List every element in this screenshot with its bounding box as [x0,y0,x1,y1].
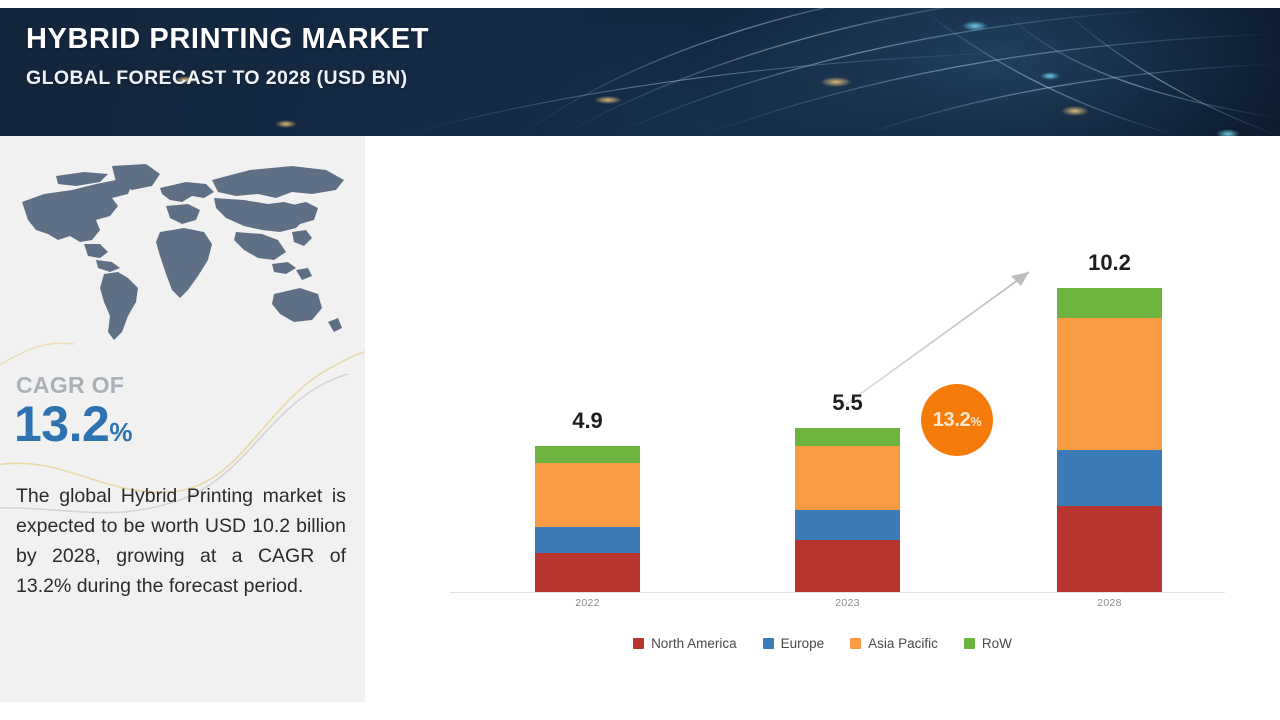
bar-total-label-2028: 10.2 [1088,250,1131,276]
chart-axis-line [450,592,1225,593]
bar-segment-asia-pacific [1057,317,1162,450]
stacked-bar-chart: 13.2% 4.9 2022 5.5 2023 10.2 2028 North Ameri… [365,136,1280,702]
bar-segment-row [795,428,900,447]
cagr-bubble-value: 13.2 [932,408,971,431]
bar-segment-north-america [535,552,640,592]
legend-label: North America [651,636,737,651]
legend-item-europe[interactable]: Europe [762,636,825,651]
legend-item-row[interactable]: RoW [963,636,1012,651]
cagr-value-row: 13.2% [14,399,354,449]
bar-segment-europe [535,526,640,553]
legend-label: Europe [780,636,825,651]
legend-label: Asia Pacific [868,636,938,651]
header-banner: HYBRID PRINTING MARKET GLOBAL FORECAST T… [0,8,1280,136]
legend-item-north-america[interactable]: North America [633,636,737,651]
decorative-curves-icon [0,342,365,514]
bar-total-label-2022: 4.9 [572,407,603,433]
bar-segment-north-america [1057,505,1162,592]
cagr-bubble-percent: % [970,414,982,429]
legend-swatch-icon [762,638,774,649]
market-description: The global Hybrid Printing market is exp… [16,485,346,597]
bar-segment-asia-pacific [795,446,900,510]
legend-swatch-icon [850,638,862,649]
legend-label: RoW [981,636,1012,651]
bar-2023 [795,428,900,592]
bar-segment-row [535,446,640,463]
page-subtitle: GLOBAL FORECAST TO 2028 (USD BN) [26,67,408,90]
legend-item-asia-pacific[interactable]: Asia Pacific [850,636,938,651]
cagr-highlight: CAGR OF 13.2% [14,372,354,450]
bar-segment-europe [1057,449,1162,506]
cagr-percent-sign: % [109,417,133,447]
world-map-icon [22,164,344,340]
bar-segment-north-america [795,539,900,592]
bar-segment-europe [795,509,900,540]
cagr-bubble-callout: 13.2% [921,384,993,456]
page-title: HYBRID PRINTING MARKET [26,23,430,55]
chart-legend: North America Europe Asia Pacific RoW [365,636,1280,651]
bar-2022 [535,446,640,592]
bar-segment-row [1057,288,1162,318]
bar-segment-asia-pacific [535,462,640,527]
header-light-streaks-icon [174,8,1280,136]
cagr-bubble-text: 13.2% [933,409,982,432]
legend-swatch-icon [633,638,645,649]
x-axis-tick-2023: 2023 [835,597,860,609]
cagr-label: CAGR OF [16,372,125,398]
legend-swatch-icon [963,638,975,649]
cagr-value: 13.2 [14,396,110,452]
growth-arrow-icon [840,271,1030,409]
x-axis-tick-2028: 2028 [1097,597,1122,609]
left-summary-panel: CAGR OF 13.2% The global Hybrid Printing… [0,136,365,702]
bar-total-label-2023: 5.5 [832,390,863,416]
bar-2028 [1057,288,1162,592]
x-axis-tick-2022: 2022 [575,597,600,609]
